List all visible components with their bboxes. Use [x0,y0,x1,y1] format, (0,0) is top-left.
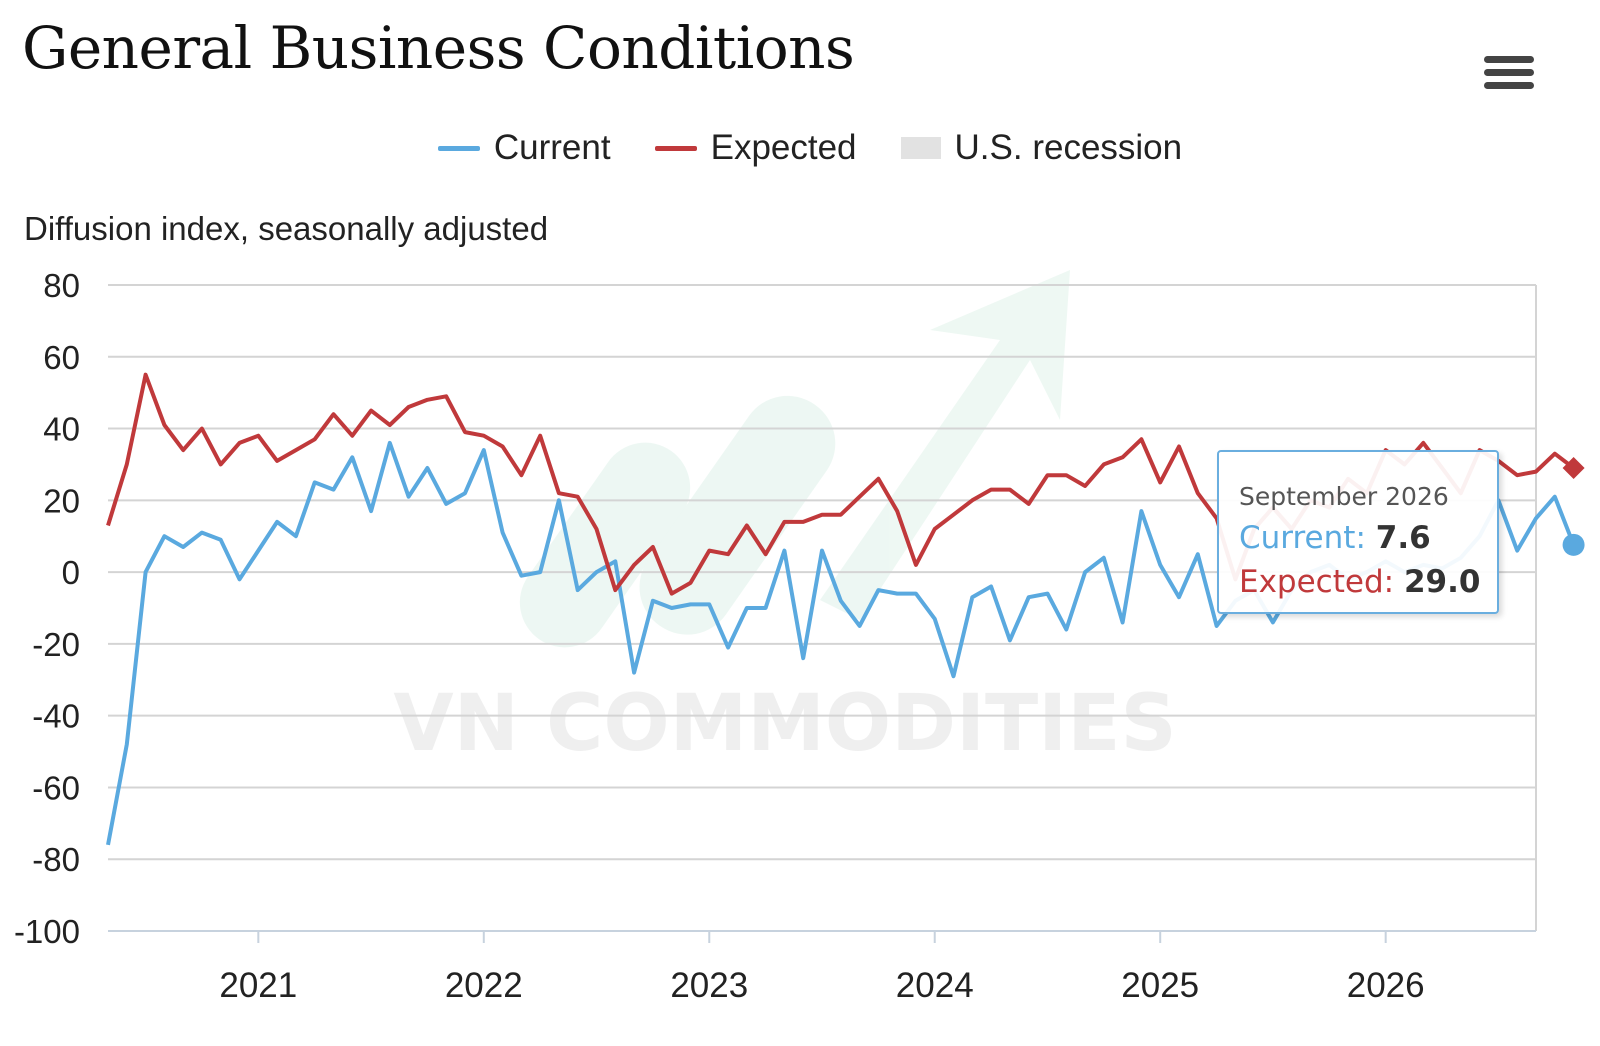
marker-current[interactable] [1562,533,1585,556]
tooltip-expected-value: 29.0 [1403,564,1481,600]
watermark-text: VN COMMODITIES [393,679,1176,769]
x-tick-label: 2021 [219,966,297,1005]
y-tick-label: 20 [43,482,80,519]
y-tick-label: 60 [43,339,80,376]
hamburger-menu-icon[interactable] [1484,56,1534,98]
legend-label-expected: Expected [710,128,857,167]
expected-swatch-icon [654,145,697,151]
x-tick-label: 2022 [445,966,523,1005]
y-tick-label: 0 [62,554,80,591]
y-axis-title: Diffusion index, seasonally adjusted [24,210,549,247]
legend-item-current[interactable]: Current [437,128,611,168]
chart-title: General Business Conditions [22,14,855,82]
y-tick-label: 40 [43,411,80,448]
marker-expected[interactable] [1562,457,1585,480]
y-tick-label: 80 [43,267,80,304]
legend-item-expected[interactable]: Expected [654,128,857,168]
y-axis: 80 60 40 20 0 -20 -40 -60 -80 -100 [14,267,80,950]
x-tick-label: 2026 [1347,966,1425,1005]
tooltip-date: September 2026 [1239,482,1449,511]
y-tick-label: -40 [32,698,80,735]
y-tick-label: -60 [32,769,80,806]
tooltip-expected-label: Expected [1239,564,1384,600]
tooltip-current-label: Current [1239,520,1356,556]
tooltip-current-row: Current: 7.6 [1239,520,1431,556]
recession-swatch-icon [900,137,941,159]
y-tick-label: -20 [32,626,80,663]
tooltip-current-value: 7.6 [1375,520,1431,556]
x-tick-label: 2025 [1121,966,1199,1005]
x-tick-label: 2024 [896,966,974,1005]
tooltip-expected-row: Expected: 29.0 [1239,564,1481,600]
legend: Current Expected U.S. recession [0,128,1600,168]
legend-item-recession[interactable]: U.S. recession [900,128,1183,168]
y-tick-label: -100 [14,913,80,950]
x-axis: 2021 2022 2023 2024 2025 2026 [108,930,1536,1005]
tooltip: September 2026 Current: 7.6 Expected: 29… [1217,450,1499,614]
y-tick-label: -80 [32,841,80,878]
legend-label-recession: U.S. recession [954,128,1183,167]
series-markers [1562,457,1585,556]
legend-label-current: Current [493,128,611,167]
x-tick-label: 2023 [670,966,748,1005]
current-swatch-icon [437,145,480,151]
watermark-logo: VN COMMODITIES [393,270,1177,769]
